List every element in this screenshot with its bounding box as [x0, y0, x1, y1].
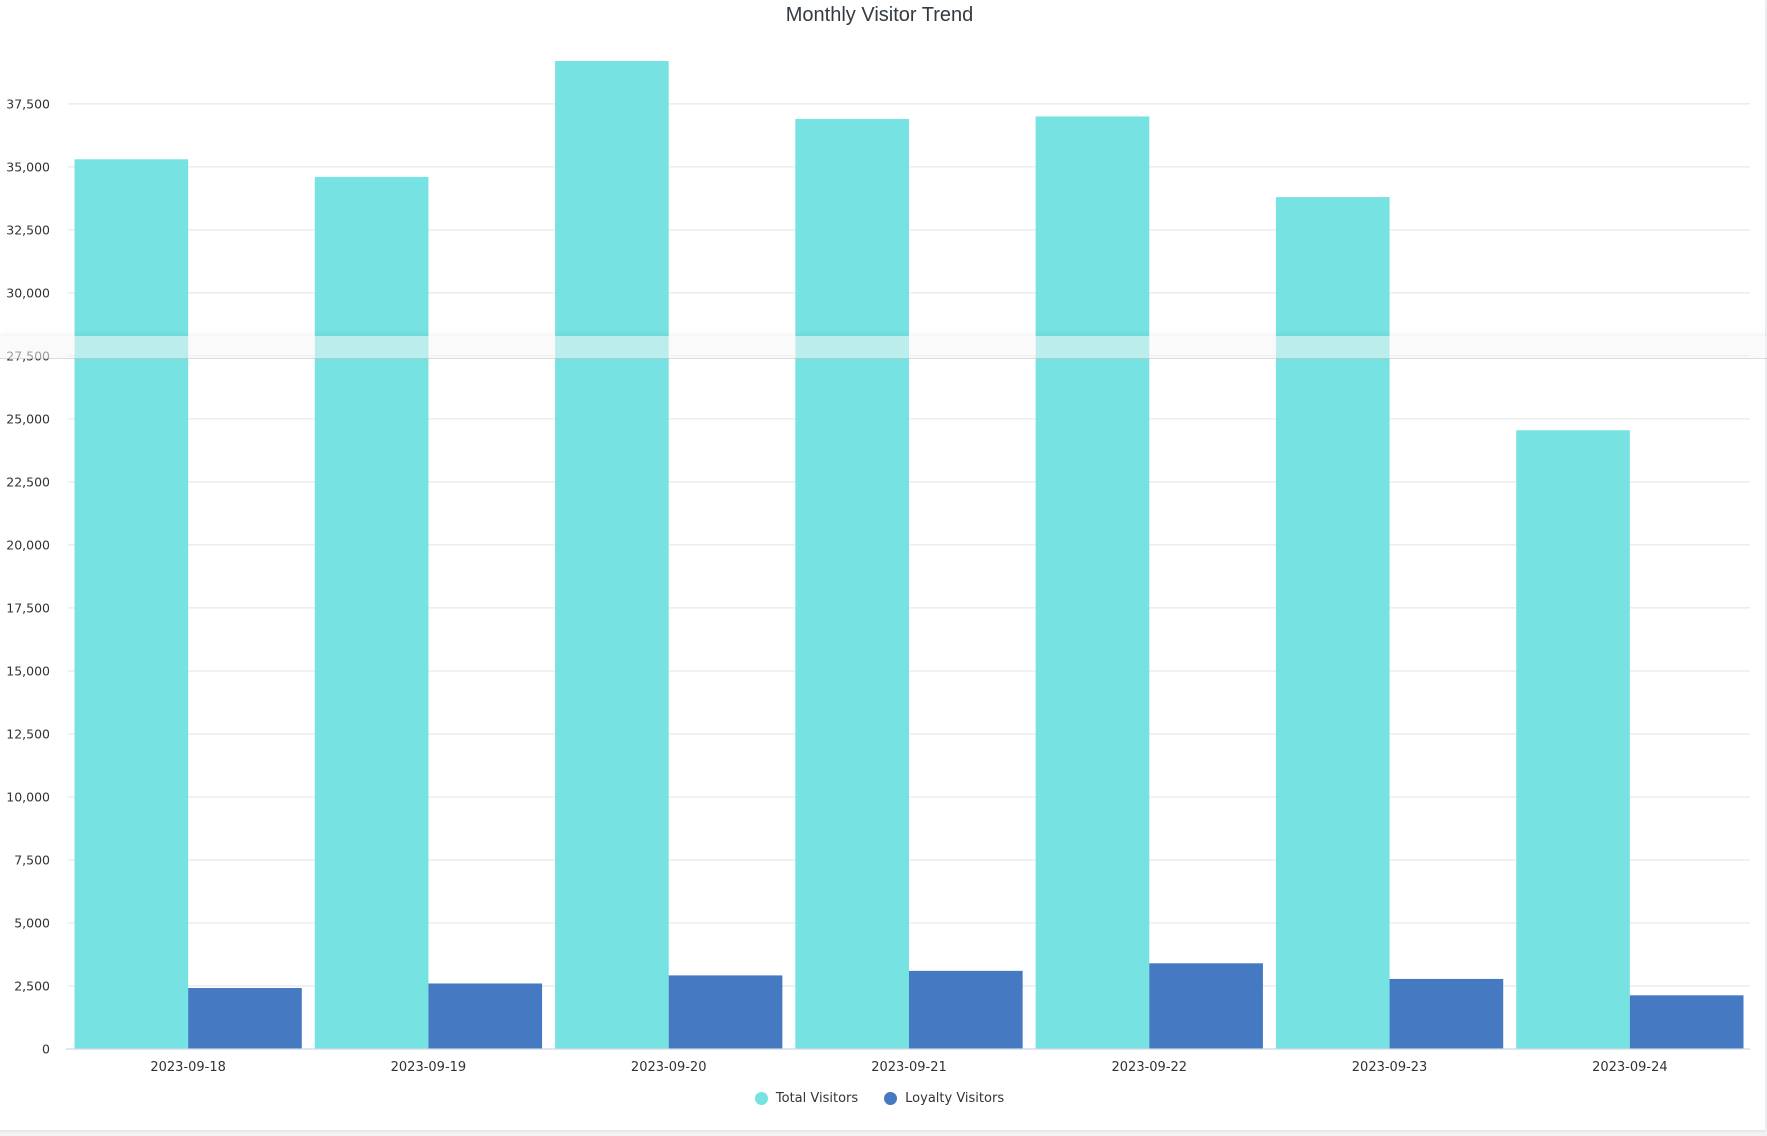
bar-total-2023-09-20[interactable] — [555, 61, 669, 1049]
bar-loyalty-2023-09-22[interactable] — [1149, 963, 1263, 1049]
bar-loyalty-2023-09-19[interactable] — [428, 983, 543, 1049]
y-tick-label: 25,000 — [6, 411, 50, 426]
bar-loyalty-2023-09-21[interactable] — [909, 970, 1023, 1049]
y-tick-label: 35,000 — [6, 159, 50, 174]
x-tick-label: 2023-09-21 — [871, 1060, 947, 1075]
x-tick-label: 2023-09-20 — [631, 1060, 707, 1075]
legend-swatch-total-icon — [754, 1092, 768, 1105]
legend-label-loyalty: Loyalty Visitors — [905, 1091, 1005, 1106]
bar-loyalty-2023-09-23[interactable] — [1389, 978, 1504, 1049]
y-tick-label: 0 — [42, 1042, 50, 1057]
y-tick-label: 2,500 — [14, 978, 50, 993]
y-tick-label: 5,000 — [14, 915, 50, 930]
legend-label-total: Total Visitors — [775, 1091, 859, 1106]
y-tick-label: 10,000 — [6, 789, 50, 804]
legend-item-loyalty[interactable]: Loyalty Visitors — [884, 1091, 1004, 1106]
bar-loyalty-2023-09-18[interactable] — [188, 988, 302, 1049]
x-tick-label: 2023-09-22 — [1112, 1060, 1188, 1075]
x-tick-label: 2023-09-18 — [150, 1060, 226, 1075]
x-tick-label: 2023-09-24 — [1592, 1060, 1668, 1075]
overlay-panel-edge — [0, 336, 1767, 359]
bar-total-2023-09-22[interactable] — [1035, 116, 1150, 1050]
legend-swatch-loyalty-icon — [884, 1092, 898, 1105]
bar-total-2023-09-23[interactable] — [1275, 197, 1390, 1049]
x-tick-label: 2023-09-19 — [391, 1060, 467, 1075]
legend-item-total[interactable]: Total Visitors — [754, 1091, 859, 1106]
y-tick-label: 20,000 — [6, 537, 50, 552]
bar-total-2023-09-19[interactable] — [314, 176, 429, 1049]
y-tick-label: 22,500 — [6, 474, 50, 489]
y-tick-label: 17,500 — [6, 600, 50, 615]
y-tick-label: 12,500 — [6, 726, 50, 741]
x-tick-label: 2023-09-23 — [1352, 1060, 1428, 1075]
y-tick-label: 7,500 — [14, 852, 50, 867]
axes: 0 2,500 5,000 7,500 10,000 12,500 15,000 17,500… — [6, 96, 1750, 1075]
bar-total-2023-09-21[interactable] — [795, 118, 909, 1050]
y-tick-label: 15,000 — [6, 663, 50, 678]
y-tick-label: 30,000 — [6, 285, 50, 300]
y-tick-label: 37,500 — [6, 96, 50, 111]
chart-title: Monthly Visitor Trend — [785, 4, 974, 26]
bars — [74, 61, 1744, 1050]
y-tick-label: 32,500 — [6, 222, 50, 237]
bar-total-2023-09-18[interactable] — [74, 159, 189, 1050]
bar-total-2023-09-24[interactable] — [1516, 430, 1630, 1049]
bar-loyalty-2023-09-24[interactable] — [1629, 995, 1744, 1049]
bar-loyalty-2023-09-20[interactable] — [668, 975, 783, 1049]
legend: Total Visitors Loyalty Visitors — [0, 1091, 1759, 1106]
